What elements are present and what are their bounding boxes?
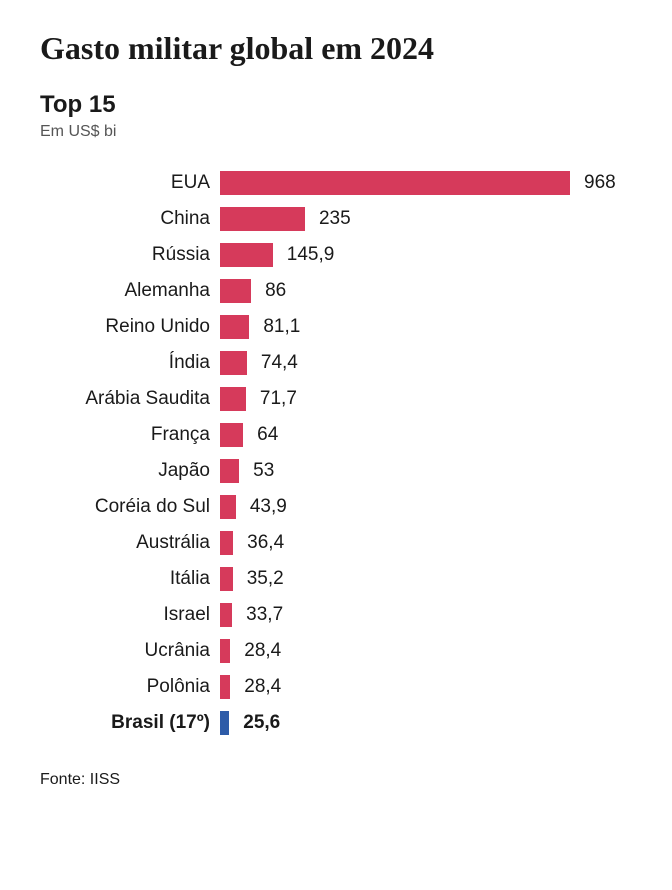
- bar-row: Rússia 145,9: [40, 237, 632, 273]
- bar: [220, 711, 229, 735]
- bar-area: 74,4: [220, 351, 632, 375]
- bar-area: 145,9: [220, 243, 632, 267]
- bar-row: Brasil (17º) 25,6: [40, 705, 632, 741]
- country-label: China: [40, 208, 220, 230]
- bar: [220, 495, 236, 519]
- bar-area: 25,6: [220, 711, 632, 735]
- country-label: Alemanha: [40, 280, 220, 302]
- country-label: Brasil (17º): [40, 712, 220, 734]
- bar: [220, 279, 251, 303]
- bar-row: Itália 35,2: [40, 561, 632, 597]
- value-label: 36,4: [247, 532, 284, 554]
- value-label: 968: [584, 172, 616, 194]
- country-label: Ucrânia: [40, 640, 220, 662]
- bar-area: 235: [220, 207, 632, 231]
- country-label: Austrália: [40, 532, 220, 554]
- country-label: Reino Unido: [40, 316, 220, 338]
- country-label: Rússia: [40, 244, 220, 266]
- bar-row: Israel 33,7: [40, 597, 632, 633]
- value-label: 28,4: [244, 640, 281, 662]
- bar-area: 33,7: [220, 603, 632, 627]
- bar-area: 36,4: [220, 531, 632, 555]
- bar-area: 28,4: [220, 675, 632, 699]
- bar-area: 28,4: [220, 639, 632, 663]
- country-label: Israel: [40, 604, 220, 626]
- bar-area: 53: [220, 459, 632, 483]
- country-label: Arábia Saudita: [40, 388, 220, 410]
- bar-area: 71,7: [220, 387, 632, 411]
- value-label: 35,2: [247, 568, 284, 590]
- bar-row: Arábia Saudita 71,7: [40, 381, 632, 417]
- bar: [220, 171, 570, 195]
- bar: [220, 675, 230, 699]
- bar: [220, 567, 233, 591]
- value-label: 81,1: [263, 316, 300, 338]
- value-label: 145,9: [287, 244, 335, 266]
- value-label: 25,6: [243, 712, 280, 734]
- country-label: França: [40, 424, 220, 446]
- chart-unit: Em US$ bi: [40, 123, 632, 141]
- bar-area: 86: [220, 279, 632, 303]
- country-label: EUA: [40, 172, 220, 194]
- bar-row: Índia 74,4: [40, 345, 632, 381]
- bar-row: França 64: [40, 417, 632, 453]
- bar-row: Ucrânia 28,4: [40, 633, 632, 669]
- value-label: 74,4: [261, 352, 298, 374]
- bar-row: Austrália 36,4: [40, 525, 632, 561]
- bar: [220, 207, 305, 231]
- bar-row: Coréia do Sul 43,9: [40, 489, 632, 525]
- value-label: 235: [319, 208, 351, 230]
- chart-source: Fonte: IISS: [40, 771, 632, 789]
- bar-row: Japão 53: [40, 453, 632, 489]
- bar-row: China 235: [40, 201, 632, 237]
- bar: [220, 351, 247, 375]
- bar: [220, 315, 249, 339]
- bar-row: EUA 968: [40, 165, 632, 201]
- bar: [220, 423, 243, 447]
- bar: [220, 603, 232, 627]
- value-label: 43,9: [250, 496, 287, 518]
- country-label: Índia: [40, 352, 220, 374]
- value-label: 28,4: [244, 676, 281, 698]
- value-label: 64: [257, 424, 278, 446]
- value-label: 71,7: [260, 388, 297, 410]
- value-label: 86: [265, 280, 286, 302]
- chart-title: Gasto militar global em 2024: [40, 30, 632, 67]
- country-label: Coréia do Sul: [40, 496, 220, 518]
- bar: [220, 639, 230, 663]
- bar-area: 64: [220, 423, 632, 447]
- bar: [220, 531, 233, 555]
- bar-row: Alemanha 86: [40, 273, 632, 309]
- country-label: Polônia: [40, 676, 220, 698]
- value-label: 53: [253, 460, 274, 482]
- bar-area: 35,2: [220, 567, 632, 591]
- value-label: 33,7: [246, 604, 283, 626]
- bar: [220, 243, 273, 267]
- bar-area: 43,9: [220, 495, 632, 519]
- bar: [220, 387, 246, 411]
- country-label: Japão: [40, 460, 220, 482]
- chart-subtitle: Top 15: [40, 91, 632, 119]
- bar-area: 968: [220, 171, 632, 195]
- bar: [220, 459, 239, 483]
- bar-row: Polônia 28,4: [40, 669, 632, 705]
- bar-chart: EUA 968 China 235 Rússia 145,9 Alemanha 86 Reino…: [40, 165, 632, 741]
- bar-area: 81,1: [220, 315, 632, 339]
- bar-row: Reino Unido 81,1: [40, 309, 632, 345]
- country-label: Itália: [40, 568, 220, 590]
